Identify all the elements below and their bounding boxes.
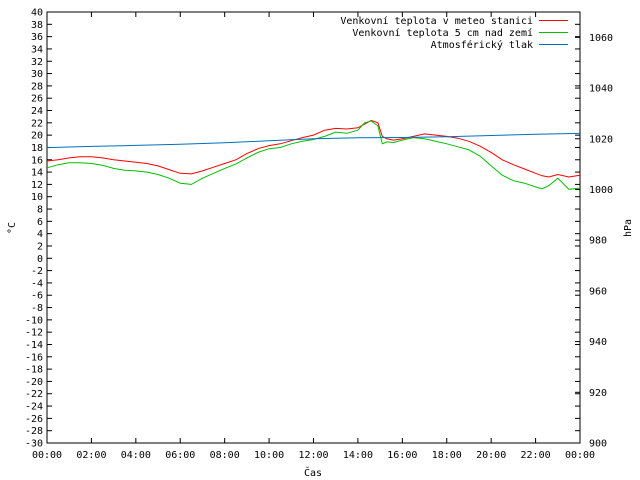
x-tick-label: 10:00	[254, 450, 284, 461]
x-tick-label: 00:00	[32, 450, 62, 461]
y-tick-label: -4	[31, 278, 43, 289]
y-tick-label: 30	[31, 69, 43, 80]
y-tick-label: -24	[25, 402, 43, 413]
legend-label-2: Atmosférický tlak	[431, 39, 533, 51]
x-tick-label: 20:00	[476, 450, 506, 461]
series-lines	[46, 119, 581, 190]
y-tick-label: 28	[31, 81, 43, 92]
series-line-0	[46, 119, 581, 178]
y-tick-label: 0	[37, 254, 43, 265]
y-tick-label: 20	[31, 131, 43, 142]
y-tick-label: 18	[31, 143, 43, 154]
y-tick-label: 36	[31, 32, 43, 43]
y-tick-label: -14	[25, 340, 43, 351]
x-axis-label: Čas	[304, 466, 322, 479]
series-line-1	[46, 120, 581, 190]
y-tick-label: -8	[31, 303, 43, 314]
y2-tick-label: 1020	[589, 134, 613, 145]
y-tick-label: 10	[31, 192, 43, 203]
y2-axis-label: hPa	[623, 219, 634, 237]
y-tick-label: -10	[25, 315, 43, 326]
y-tick-label: 6	[37, 217, 43, 228]
legend-label-1: Venkovní teplota 5 cm nad zemí	[352, 27, 533, 39]
y2-tick-label: 980	[589, 236, 607, 247]
y-tick-label: -26	[25, 414, 43, 425]
y-tick-label: 34	[31, 44, 43, 55]
x-tick-label: 18:00	[432, 450, 462, 461]
y-tick-label: 32	[31, 57, 43, 68]
y-tick-label: 12	[31, 180, 43, 191]
series-line-2	[46, 132, 581, 149]
y2-tick-label: 920	[589, 388, 607, 399]
y-tick-label: 14	[31, 168, 43, 179]
y-tick-label: 22	[31, 118, 43, 129]
x-tick-label: 08:00	[210, 450, 240, 461]
y-tick-label: 40	[31, 8, 43, 19]
x-tick-label: 22:00	[521, 450, 551, 461]
y-tick-label: 4	[37, 229, 43, 240]
x-tick-label: 02:00	[76, 450, 106, 461]
y2-tick-label: 900	[589, 439, 607, 450]
y-tick-label: 24	[31, 106, 43, 117]
y-tick-label: -6	[31, 291, 43, 302]
y2-tick-label: 1000	[589, 185, 613, 196]
y-axis-left-ticks: -30-28-26-24-22-20-18-16-14-12-10-8-6-4-…	[25, 8, 580, 450]
y-tick-label: 26	[31, 94, 43, 105]
y2-tick-label: 960	[589, 286, 607, 297]
plot-frame	[46, 11, 581, 444]
y2-tick-label: 1060	[589, 33, 613, 44]
y-axis-right-ticks: 900 920 940 960 980 1000 1020 1040 1060	[575, 33, 613, 450]
y-tick-label: 2	[37, 241, 43, 252]
y-tick-label: -30	[25, 439, 43, 450]
y-tick-label: -22	[25, 389, 43, 400]
x-tick-label: 14:00	[343, 450, 373, 461]
x-tick-label: 04:00	[121, 450, 151, 461]
x-tick-label: 16:00	[387, 450, 417, 461]
x-tick-label: 06:00	[165, 450, 195, 461]
legend-label-0: Venkovní teplota v meteo stanici	[340, 15, 533, 27]
y-tick-label: -2	[31, 266, 43, 277]
y2-tick-label: 1040	[589, 84, 613, 95]
y-tick-label: -18	[25, 365, 43, 376]
legend: Venkovní teplota v meteo staniciVenkovní…	[340, 15, 568, 51]
y-tick-label: 16	[31, 155, 43, 166]
y2-tick-label: 940	[589, 337, 607, 348]
x-tick-label: 00:00	[565, 450, 595, 461]
y-axis-label: °C	[7, 222, 18, 234]
y-tick-label: -28	[25, 426, 43, 437]
y-tick-label: 8	[37, 205, 43, 216]
y-tick-label: 38	[31, 20, 43, 31]
x-axis-ticks: 00:00 02:00 04:00 06:00 08:00 10:00 12:00 14:00…	[32, 12, 595, 461]
y-tick-label: -12	[25, 328, 43, 339]
y-tick-label: -20	[25, 377, 43, 388]
x-tick-label: 12:00	[298, 450, 328, 461]
y-tick-label: -16	[25, 352, 43, 363]
